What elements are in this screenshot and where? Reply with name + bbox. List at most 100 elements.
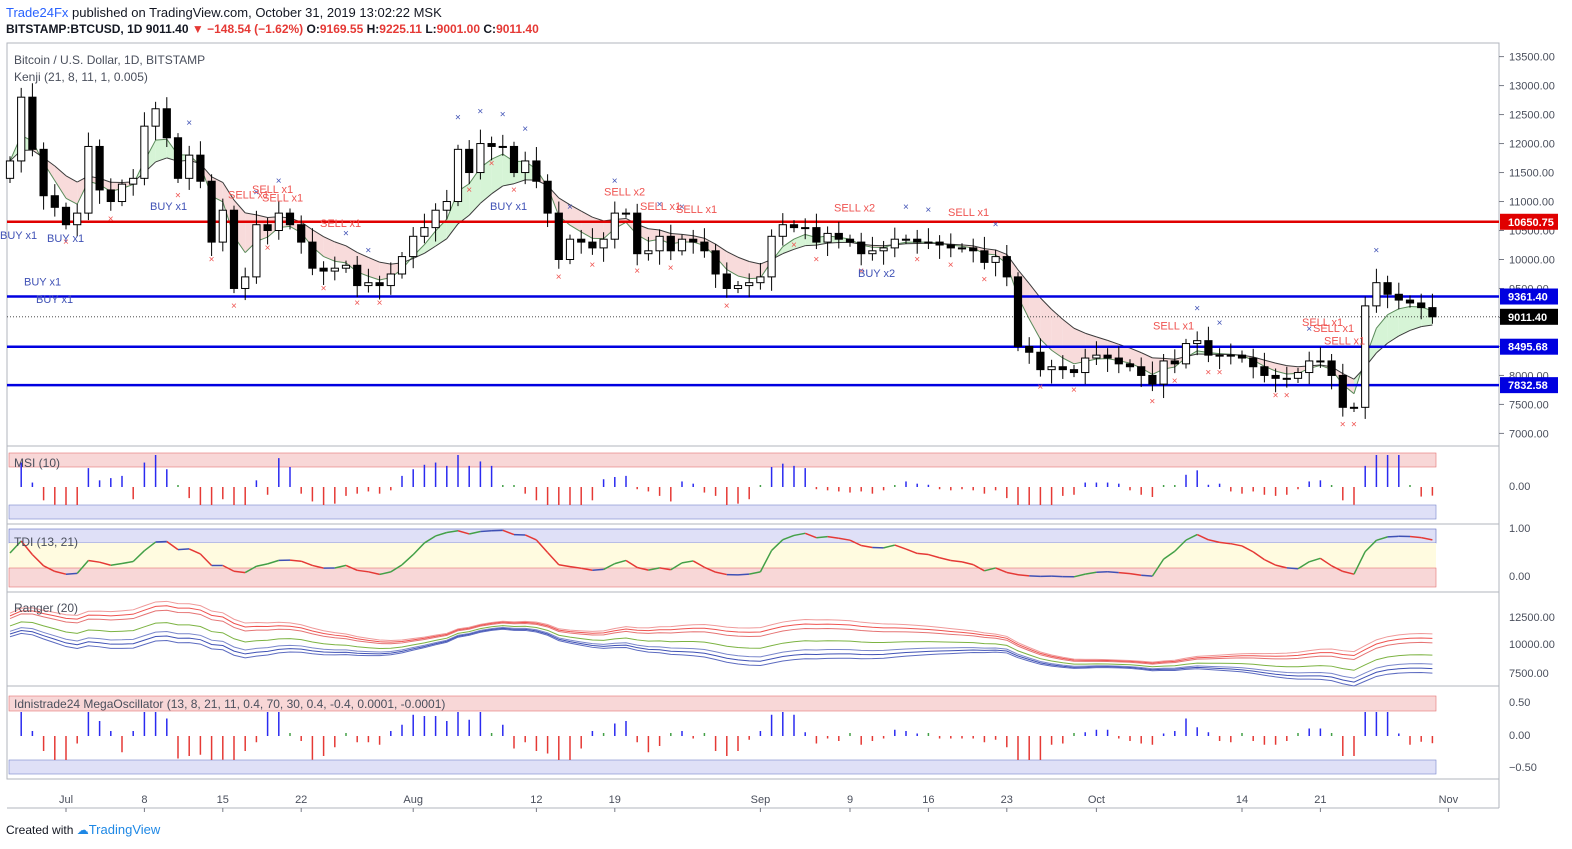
kenji-slow-line xyxy=(1140,352,1153,359)
cross-marker-icon: × xyxy=(354,298,360,309)
tdi-segment xyxy=(446,530,459,534)
candle-body xyxy=(1013,276,1023,347)
kenji-slow-line xyxy=(345,245,358,253)
candle-body xyxy=(442,201,451,211)
tdi-segment xyxy=(222,564,235,572)
tradingview-link[interactable]: TradingView xyxy=(88,822,161,837)
candle-body xyxy=(733,285,743,289)
kenji-fast-line xyxy=(793,234,806,240)
kenji-slow-line xyxy=(446,223,459,239)
candle-body xyxy=(1081,357,1090,374)
kenji-slow-line xyxy=(323,236,336,243)
kenji-cloud-segment xyxy=(323,236,335,262)
candle-body xyxy=(498,145,507,148)
ranger-band-line xyxy=(9,626,1433,679)
cross-marker-icon: × xyxy=(365,246,371,257)
tdi-segment xyxy=(334,564,347,569)
tdi-segment xyxy=(1118,571,1131,575)
kenji-slow-line xyxy=(312,229,324,238)
level-price-tags: 10650.75 9361.40 9011.40 8495.68 7832.58 xyxy=(1500,213,1558,394)
candle-body xyxy=(375,282,384,287)
time-tick-label: Nov xyxy=(1439,794,1459,806)
candle-body xyxy=(263,224,272,232)
kenji-fast-line xyxy=(368,275,380,281)
kenji-slow-line xyxy=(1421,324,1433,328)
tdi-line xyxy=(9,529,1433,578)
level-price-tag-text: 8495.68 xyxy=(1508,342,1548,354)
tdi-segment xyxy=(502,529,515,536)
main-legend-indicator: Kenji (21, 8, 11, 1, 0.005) xyxy=(14,70,148,84)
indicator-tick-label: 0.00 xyxy=(1509,571,1530,583)
tdi-segment xyxy=(524,534,537,541)
tdi-segment xyxy=(1151,558,1165,577)
msi-histogram xyxy=(20,455,1434,505)
tdi-segment xyxy=(1331,565,1344,573)
candle-body xyxy=(1249,357,1258,368)
tdi-segment xyxy=(199,553,213,567)
candle-body xyxy=(73,212,82,226)
candle-body xyxy=(1305,360,1314,374)
candle-body xyxy=(274,212,283,232)
cross-marker-icon: × xyxy=(466,185,472,196)
kenji-cloud-segment xyxy=(1130,348,1142,369)
ohlc-header: BITSTAMP:BTCUSD, 1D 9011.40 ▼ −148.54 (−… xyxy=(6,22,539,36)
tdi-segment xyxy=(972,563,985,572)
price-tick-label: 11000.00 xyxy=(1509,197,1554,209)
kenji-cloud-segment xyxy=(368,257,380,280)
kenji-slow-line xyxy=(1051,308,1064,320)
candle-body xyxy=(823,232,832,243)
tdi-segment xyxy=(838,537,851,541)
tdi-segment xyxy=(603,562,616,571)
kenji-fast-line xyxy=(65,197,78,205)
kenji-slow-line xyxy=(412,252,425,259)
candle-body xyxy=(1327,360,1336,376)
tdi-segment xyxy=(166,540,179,551)
candle-body xyxy=(1417,302,1426,309)
candle-body xyxy=(1204,340,1213,356)
candle-body xyxy=(207,180,216,243)
tdi-segment xyxy=(1141,574,1153,577)
tdi-segment xyxy=(1342,570,1355,575)
ranger-legend: Ranger (20) xyxy=(14,601,78,615)
tdi-segment xyxy=(188,548,201,555)
tdi-segment xyxy=(637,566,649,571)
tdi-segment xyxy=(592,568,604,571)
tdi-segment xyxy=(1017,573,1030,577)
candle-body xyxy=(1293,372,1303,379)
tdi-segment xyxy=(480,529,492,533)
kenji-cloud-segment xyxy=(558,197,570,226)
candle-body xyxy=(1361,305,1370,408)
cross-marker-icon: × xyxy=(377,298,383,309)
candle-body xyxy=(812,227,821,243)
cross-marker-icon: × xyxy=(1217,367,1223,378)
kenji-slow-line xyxy=(737,256,750,262)
cross-marker-icon: × xyxy=(925,205,931,216)
time-tick-label: Sep xyxy=(751,794,771,806)
tdi-segment xyxy=(1196,533,1209,541)
created-with-label: Created with xyxy=(6,823,74,837)
author-link[interactable]: Trade24Fx xyxy=(6,5,69,20)
cross-marker-icon: × xyxy=(321,283,327,294)
candle-body xyxy=(1394,293,1403,301)
cross-marker-icon: × xyxy=(175,191,181,202)
tdi-segment xyxy=(1185,533,1198,541)
kenji-cloud-segment xyxy=(570,204,582,232)
kenji-slow-line xyxy=(827,241,839,244)
tdi-segment xyxy=(950,559,963,563)
cross-marker-icon: × xyxy=(858,266,864,277)
candle-body xyxy=(767,235,776,278)
candle-body xyxy=(935,241,944,246)
indicator-tick-label: 12500.00 xyxy=(1509,612,1555,624)
candle-body xyxy=(1047,366,1056,371)
kenji-slow-line xyxy=(1376,342,1388,354)
tdi-segment xyxy=(692,560,705,568)
tdi-segment xyxy=(1409,535,1422,539)
high-value: 9225.11 xyxy=(379,22,422,36)
candle-body xyxy=(229,209,239,289)
kenji-cloud-segment xyxy=(1275,363,1287,374)
candle-body xyxy=(465,148,474,174)
indicator-tick-label: 0.50 xyxy=(1509,697,1530,709)
kenji-slow-line xyxy=(1286,365,1299,368)
ranger-band-line xyxy=(9,609,1433,665)
